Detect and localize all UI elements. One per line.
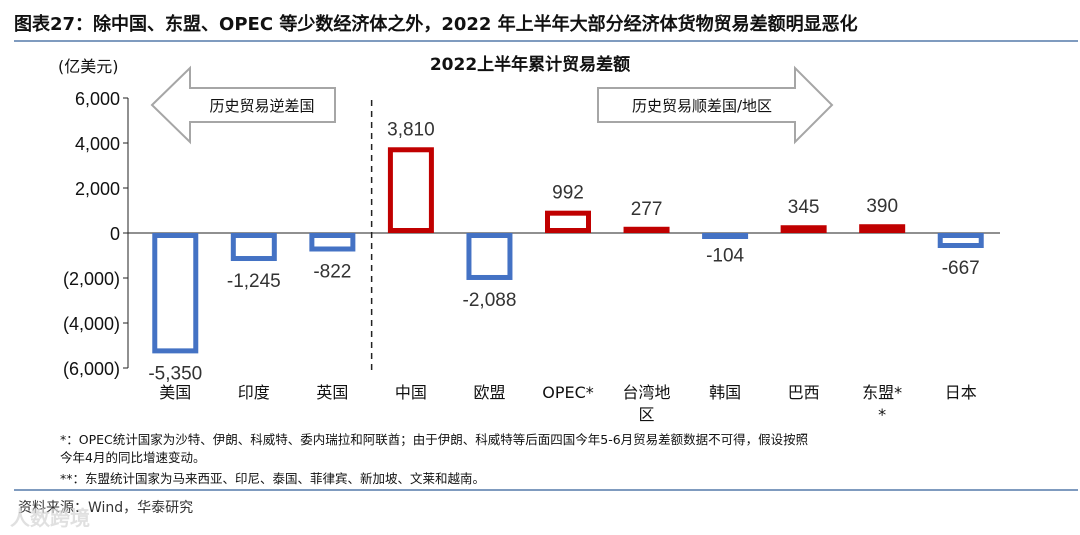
surplus-arrow [597, 65, 834, 145]
chart-title: 2022上半年累计贸易差额 [430, 54, 630, 75]
data-label: 277 [631, 199, 663, 220]
source-text: 资料来源：Wind，华泰研究 [18, 500, 194, 516]
y-tick-label: 2,000 [75, 179, 120, 199]
x-tick-label: 韩国 [709, 383, 741, 402]
note-opec-line2: 今年4月的同比增速变动。 [60, 450, 206, 465]
y-tick-label: (4,000) [63, 314, 120, 334]
watermark: 人数跨境 [10, 506, 90, 530]
y-tick-label: 4,000 [75, 134, 120, 154]
data-label: 390 [866, 196, 898, 217]
bar [702, 233, 749, 239]
data-label: -822 [313, 261, 351, 282]
data-label: -1,245 [227, 271, 281, 292]
bar [309, 233, 356, 252]
bar [780, 225, 827, 234]
bar [937, 233, 984, 249]
surplus-annotation: 历史贸易顺差国/地区 [632, 97, 772, 115]
x-tick-label: OPEC* [542, 383, 594, 402]
note-opec-line1: *：OPEC统计国家为沙特、伊朗、科威特、委内瑞拉和阿联酋；由于伊朗、科威特等后… [60, 432, 809, 447]
x-tick-label: 印度 [238, 383, 270, 402]
x-tick-label: 区 [639, 405, 655, 424]
data-label: -2,088 [463, 290, 517, 311]
x-tick-label: 日本 [945, 383, 977, 402]
y-tick-label: 0 [110, 224, 120, 244]
data-label: -5,350 [148, 363, 202, 384]
deficit-annotation: 历史贸易逆差国 [209, 97, 314, 115]
bar [152, 233, 199, 354]
y-axis-label: (亿美元) [58, 57, 119, 76]
data-label: 992 [552, 183, 584, 204]
x-tick-label: 英国 [316, 383, 348, 402]
figure-title: 图表27：除中国、东盟、OPEC 等少数经济体之外，2022 年上半年大部分经济… [14, 14, 858, 35]
bar [859, 224, 906, 234]
data-label: -667 [942, 258, 980, 279]
note-asean: **：东盟统计国家为马来西亚、印尼、泰国、菲律宾、新加坡、文莱和越南。 [60, 471, 486, 486]
data-label: 345 [788, 197, 820, 218]
x-tick-label: 台湾地 [623, 383, 671, 402]
bar [387, 147, 434, 233]
x-tick-label: 巴西 [788, 383, 820, 402]
x-tick-label: * [878, 405, 886, 424]
x-tick-label: 东盟* [862, 383, 902, 402]
y-tick-label: 6,000 [75, 89, 120, 109]
y-tick-label: (2,000) [63, 269, 120, 289]
x-tick-label: 欧盟 [473, 383, 505, 402]
bar [466, 233, 513, 280]
y-tick-label: (6,000) [63, 359, 120, 379]
x-tick-label: 中国 [395, 383, 427, 402]
top-rule [14, 40, 1078, 42]
data-label: 3,810 [387, 119, 435, 140]
bar [545, 210, 591, 233]
bar [230, 233, 277, 262]
bottom-rule [14, 489, 1078, 491]
x-tick-label: 美国 [159, 383, 191, 402]
deficit-arrow [150, 65, 336, 145]
bar [623, 226, 670, 234]
data-label: -104 [706, 245, 744, 266]
bar-chart: 2022上半年累计贸易差额 (亿美元) 6,000 4,000 2,000 0 (2,000… [58, 54, 1000, 424]
